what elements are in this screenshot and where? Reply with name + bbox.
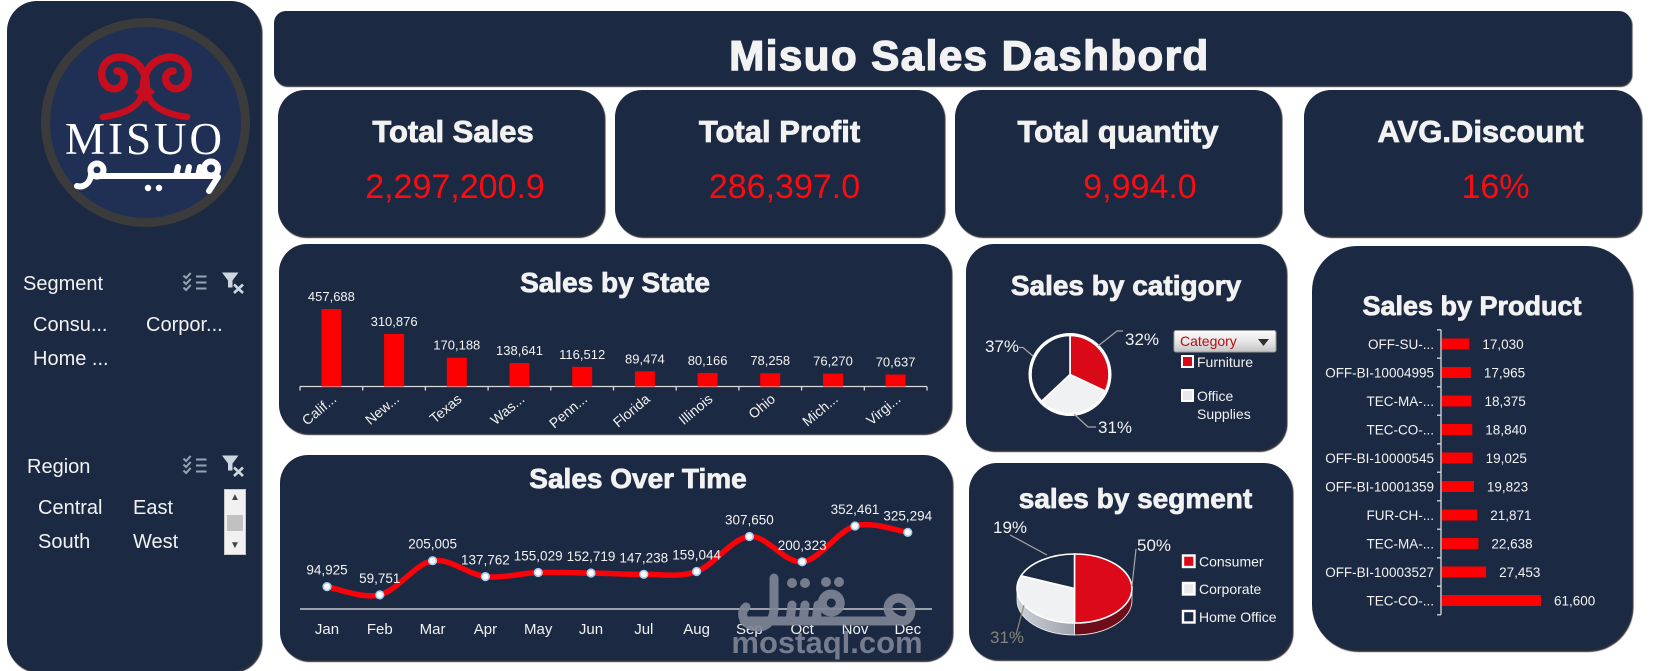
svg-text:70,637: 70,637 [876, 355, 916, 370]
svg-text:170,188: 170,188 [433, 338, 480, 353]
svg-text:18,375: 18,375 [1485, 394, 1526, 409]
svg-text:Mich...: Mich... [799, 391, 841, 430]
svg-text:OFF-SU-...: OFF-SU-... [1368, 337, 1434, 352]
svg-text:352,461: 352,461 [831, 502, 880, 517]
svg-text:80,166: 80,166 [688, 353, 728, 368]
svg-text:Jun: Jun [579, 621, 603, 638]
svg-text:18,840: 18,840 [1485, 423, 1526, 438]
svg-text:Calif...: Calif... [299, 391, 340, 429]
svg-text:307,650: 307,650 [725, 513, 774, 528]
svg-text:Illinois: Illinois [675, 391, 715, 428]
svg-text:TEC-CO-...: TEC-CO-... [1367, 423, 1435, 438]
svg-text:FUR-CH-...: FUR-CH-... [1367, 508, 1435, 523]
svg-text:152,719: 152,719 [567, 549, 616, 564]
svg-text:Jan: Jan [315, 621, 339, 638]
svg-text:Texas: Texas [426, 391, 464, 427]
svg-text:31%: 31% [1098, 418, 1132, 437]
svg-text:Office: Office [1197, 388, 1234, 404]
svg-text:Furniture: Furniture [1197, 354, 1253, 370]
svg-text:Penn...: Penn... [546, 391, 590, 432]
svg-text:Mar: Mar [420, 621, 446, 638]
svg-text:Supplies: Supplies [1197, 406, 1251, 422]
svg-text:147,238: 147,238 [619, 550, 668, 565]
svg-text:19,025: 19,025 [1486, 451, 1527, 466]
svg-text:Corporate: Corporate [1199, 581, 1261, 597]
svg-text:Apr: Apr [474, 621, 497, 638]
svg-text:Category: Category [1180, 333, 1237, 349]
svg-text:310,876: 310,876 [371, 314, 418, 329]
svg-text:New...: New... [362, 391, 402, 428]
svg-text:27,453: 27,453 [1499, 565, 1540, 580]
svg-text:Florida: Florida [610, 390, 653, 430]
svg-text:Home Office: Home Office [1199, 609, 1277, 625]
svg-text:Consumer: Consumer [1199, 554, 1264, 570]
svg-text:19%: 19% [993, 518, 1027, 537]
svg-text:457,688: 457,688 [308, 289, 355, 304]
svg-text:32%: 32% [1125, 330, 1159, 349]
svg-text:200,323: 200,323 [778, 538, 827, 553]
svg-text:19,823: 19,823 [1487, 480, 1528, 495]
svg-text:Feb: Feb [367, 621, 393, 638]
svg-text:37%: 37% [985, 337, 1019, 356]
svg-text:MISUO: MISUO [65, 114, 225, 164]
svg-text:59,751: 59,751 [359, 571, 400, 586]
svg-text:May: May [524, 621, 553, 638]
svg-text:OFF-BI-10000545: OFF-BI-10000545 [1325, 451, 1434, 466]
svg-text:116,512: 116,512 [559, 347, 605, 362]
svg-text:Virgi...: Virgi... [863, 391, 903, 429]
svg-text:TEC-MA-...: TEC-MA-... [1367, 394, 1435, 409]
svg-text:21,871: 21,871 [1490, 508, 1531, 523]
svg-text:17,030: 17,030 [1482, 337, 1523, 352]
svg-text:mostaql.com: mostaql.com [731, 625, 922, 660]
svg-text:TEC-MA-...: TEC-MA-... [1367, 537, 1435, 552]
svg-text:325,294: 325,294 [883, 508, 932, 523]
svg-text:94,925: 94,925 [306, 563, 347, 578]
svg-text:89,474: 89,474 [625, 351, 665, 366]
svg-text:OFF-BI-10003527: OFF-BI-10003527 [1325, 565, 1434, 580]
svg-text:155,029: 155,029 [514, 549, 563, 564]
svg-text:78,258: 78,258 [750, 353, 790, 368]
svg-text:76,270: 76,270 [813, 354, 853, 369]
svg-text:Aug: Aug [683, 621, 710, 638]
svg-text:TEC-CO-...: TEC-CO-... [1367, 594, 1435, 609]
svg-text:61,600: 61,600 [1554, 594, 1595, 609]
svg-text:Ohio: Ohio [745, 390, 778, 421]
svg-text:Jul: Jul [634, 621, 653, 638]
svg-text:31%: 31% [990, 628, 1024, 647]
svg-text:138,641: 138,641 [496, 343, 543, 358]
svg-text:205,005: 205,005 [408, 537, 457, 552]
svg-text:22,638: 22,638 [1491, 537, 1532, 552]
svg-text:17,965: 17,965 [1484, 366, 1525, 381]
svg-text:OFF-BI-10004995: OFF-BI-10004995 [1325, 366, 1434, 381]
svg-text:159,044: 159,044 [672, 548, 721, 563]
svg-text:137,762: 137,762 [461, 553, 510, 568]
svg-text:OFF-BI-10001359: OFF-BI-10001359 [1325, 480, 1434, 495]
svg-text:50%: 50% [1137, 536, 1171, 555]
svg-text:Was...: Was... [487, 391, 527, 428]
